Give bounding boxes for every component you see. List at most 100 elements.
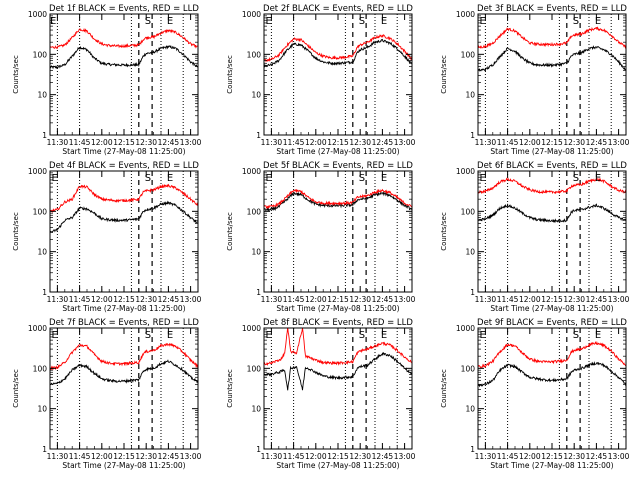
series-events xyxy=(478,45,626,73)
x-tick-label: 12:45 xyxy=(586,138,608,147)
event-marker-s: S xyxy=(359,173,365,184)
x-tick-label: 12:00 xyxy=(519,295,541,304)
event-marker-s: S xyxy=(359,330,365,341)
x-tick-label: 11:30 xyxy=(261,295,283,304)
x-tick-label: 12:45 xyxy=(586,452,608,461)
event-marker-e: E xyxy=(51,173,57,184)
x-tick-label: 13:00 xyxy=(180,295,202,304)
x-tick-label: 11:30 xyxy=(475,138,497,147)
y-tick-label: 1 xyxy=(42,131,47,140)
x-tick-label: 12:00 xyxy=(305,452,327,461)
x-tick-label: 11:30 xyxy=(475,295,497,304)
plot-frame xyxy=(263,170,413,293)
x-axis-label: Start Time (27-May-08 11:25:00) xyxy=(62,147,185,156)
event-marker-e: E xyxy=(479,173,485,184)
x-tick-label: 12:00 xyxy=(91,452,113,461)
x-tick-label: 12:30 xyxy=(349,452,371,461)
x-tick-label: 12:45 xyxy=(158,452,180,461)
x-tick-label: 13:00 xyxy=(394,138,416,147)
series-events xyxy=(478,361,626,388)
series-lld xyxy=(50,27,198,49)
panel-3: Det 3f BLACK = Events, RED = LLD 1 10 100 10… xyxy=(440,4,630,156)
y-tick-label: 10 xyxy=(465,91,475,100)
event-marker-s: S xyxy=(573,173,579,184)
y-axis-label: Counts/sec xyxy=(226,212,234,251)
x-tick-label: 11:30 xyxy=(47,138,69,147)
event-marker-e: E xyxy=(265,16,271,27)
event-marker-e: E xyxy=(595,330,601,341)
x-tick-label: 12:15 xyxy=(327,138,349,147)
y-tick-label: 10 xyxy=(251,91,261,100)
x-tick-label: 11:45 xyxy=(283,452,305,461)
event-marker-s: S xyxy=(145,330,151,341)
x-tick-label: 12:30 xyxy=(563,295,585,304)
event-marker-s: S xyxy=(359,16,365,27)
y-tick-label: 1000 xyxy=(456,167,475,176)
event-marker-s: S xyxy=(573,330,579,341)
x-tick-label: 12:45 xyxy=(158,295,180,304)
y-tick-label: 1000 xyxy=(242,10,261,19)
y-tick-label: 1 xyxy=(256,445,261,454)
y-tick-label: 100 xyxy=(247,207,262,216)
y-axis-label: Counts/sec xyxy=(12,369,20,408)
x-tick-label: 12:15 xyxy=(327,295,349,304)
x-tick-label: 11:45 xyxy=(69,138,91,147)
series-events xyxy=(264,351,412,391)
x-tick-label: 11:30 xyxy=(261,138,283,147)
x-tick-label: 12:30 xyxy=(349,138,371,147)
x-tick-label: 11:45 xyxy=(283,138,305,147)
y-tick-label: 100 xyxy=(461,207,476,216)
y-tick-label: 1000 xyxy=(28,10,47,19)
series-events xyxy=(50,359,198,386)
y-tick-label: 1000 xyxy=(28,167,47,176)
panel-title: Det 4f BLACK = Events, RED = LLD xyxy=(49,161,199,171)
event-marker-e: E xyxy=(265,330,271,341)
event-marker-e: E xyxy=(381,330,387,341)
x-tick-label: 12:15 xyxy=(113,452,135,461)
y-tick-label: 10 xyxy=(465,405,475,414)
y-tick-label: 100 xyxy=(33,207,48,216)
panel-title: Det 5f BLACK = Events, RED = LLD xyxy=(263,161,413,171)
x-tick-label: 13:00 xyxy=(394,295,416,304)
y-tick-label: 1000 xyxy=(28,324,47,333)
x-tick-label: 12:45 xyxy=(372,138,394,147)
y-tick-label: 10 xyxy=(37,91,47,100)
plot-frame xyxy=(477,327,627,450)
panel-6: Det 6f BLACK = Events, RED = LLD 1 10 100 10… xyxy=(440,161,630,313)
x-tick-label: 11:45 xyxy=(69,452,91,461)
y-tick-label: 100 xyxy=(247,364,262,373)
x-tick-label: 12:15 xyxy=(541,452,563,461)
event-marker-s: S xyxy=(145,173,151,184)
event-marker-e: E xyxy=(479,16,485,27)
y-tick-label: 100 xyxy=(247,50,262,59)
x-tick-label: 12:15 xyxy=(541,138,563,147)
x-tick-label: 12:45 xyxy=(586,295,608,304)
x-tick-label: 12:00 xyxy=(91,138,113,147)
y-tick-label: 1 xyxy=(42,445,47,454)
y-axis-label: Counts/sec xyxy=(440,212,448,251)
panel-title: Det 7f BLACK = Events, RED = LLD xyxy=(49,318,199,328)
x-tick-label: 12:15 xyxy=(541,295,563,304)
x-tick-label: 13:00 xyxy=(394,452,416,461)
panel-title: Det 8f BLACK = Events, RED = LLD xyxy=(263,318,413,328)
x-axis-label: Start Time (27-May-08 11:25:00) xyxy=(276,147,399,156)
plot-frame xyxy=(263,13,413,136)
y-tick-label: 1 xyxy=(470,288,475,297)
x-tick-label: 11:45 xyxy=(497,295,519,304)
x-tick-label: 12:30 xyxy=(135,452,157,461)
x-tick-label: 12:00 xyxy=(305,295,327,304)
y-tick-label: 1 xyxy=(42,288,47,297)
x-tick-label: 12:45 xyxy=(158,138,180,147)
event-marker-e: E xyxy=(167,16,173,27)
x-axis-label: Start Time (27-May-08 11:25:00) xyxy=(276,461,399,470)
x-tick-label: 12:15 xyxy=(113,295,135,304)
x-tick-label: 11:45 xyxy=(497,452,519,461)
panel-2: Det 2f BLACK = Events, RED = LLD 1 10 100 10… xyxy=(226,4,416,156)
x-tick-label: 11:45 xyxy=(69,295,91,304)
series-lld xyxy=(50,342,198,371)
plot-frame xyxy=(477,13,627,136)
event-marker-e: E xyxy=(595,173,601,184)
x-tick-label: 12:00 xyxy=(91,295,113,304)
series-events xyxy=(50,200,198,233)
